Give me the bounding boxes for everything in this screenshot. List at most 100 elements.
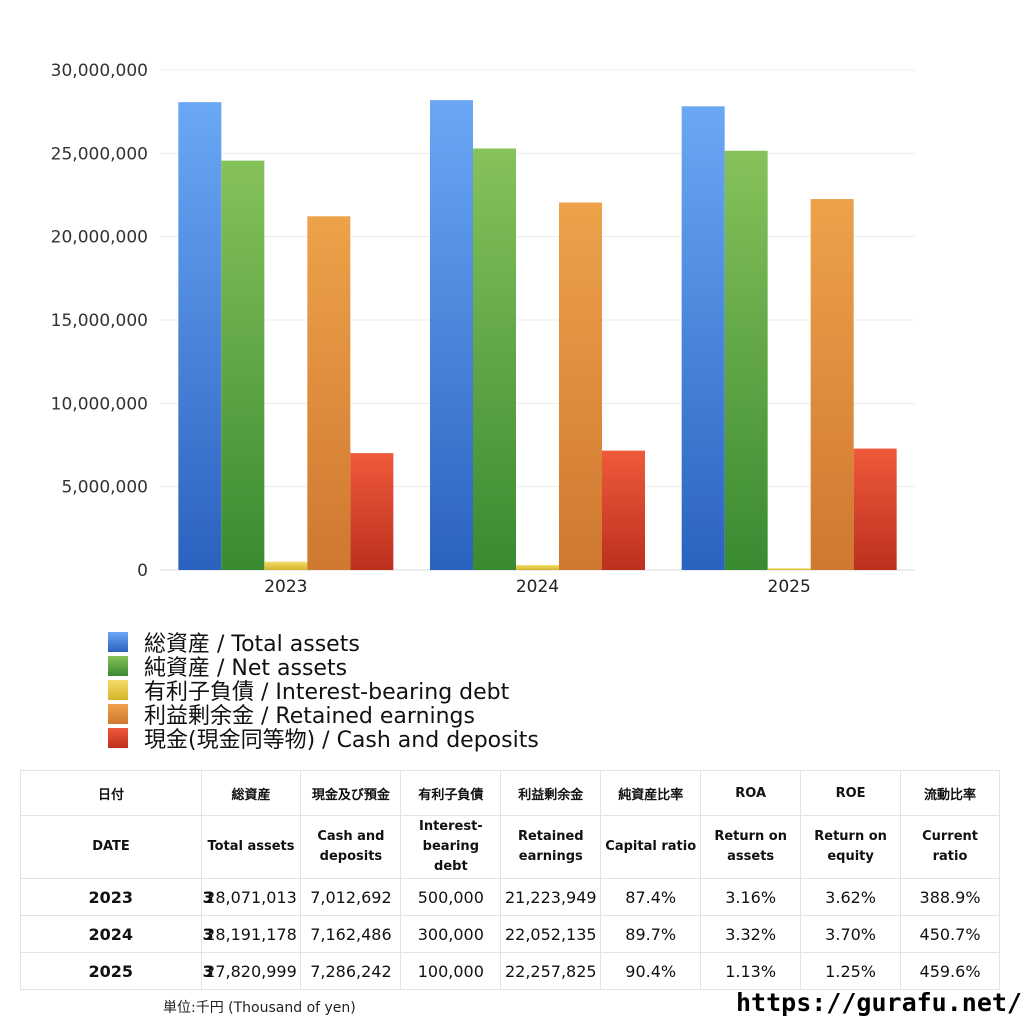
- table-cell: 459.6%: [900, 952, 1000, 990]
- table-cell: 22,052,135: [500, 915, 602, 953]
- header-line: Cash and: [317, 829, 385, 844]
- table-cell: 89.7%: [600, 915, 702, 953]
- table-header-cell: Cash and deposits: [300, 815, 402, 879]
- legend-swatch: [108, 656, 128, 676]
- y-tick-label: 30,000,000: [51, 61, 148, 81]
- table-cell: 388.9%: [900, 878, 1000, 916]
- table-row: 2025 3 27,820,999 7,286,242 100,000 22,257,82…: [20, 952, 1000, 990]
- header-line: Return on: [714, 829, 787, 844]
- table-cell: 7,286,242: [300, 952, 402, 990]
- bar: [221, 160, 265, 570]
- header-line: DATE: [92, 839, 130, 854]
- legend-swatch: [108, 632, 128, 652]
- table-cell: 1.13%: [700, 952, 802, 990]
- bar: [681, 106, 725, 570]
- table-header-cell: Retained earnings: [500, 815, 602, 879]
- legend-label: 純資産 / Net assets: [144, 656, 348, 681]
- legend-swatch: [108, 680, 128, 700]
- table-header-cell: 純資産比率: [600, 770, 702, 816]
- legend-label: 現金(現金同等物) / Cash and deposits: [144, 728, 539, 753]
- table-cell: 2025: [20, 952, 202, 990]
- table-header-row-en: DATE Total assets Cash and deposits Interest…: [20, 815, 1000, 879]
- header-line: debt: [434, 859, 468, 874]
- x-axis-categories: 2023 2024 2025: [264, 577, 811, 597]
- table-header-cell: Current ratio: [900, 815, 1000, 879]
- table-cell: 21,223,949: [500, 878, 602, 916]
- legend-swatch: [108, 704, 128, 724]
- legend-label: 有利子負債 / Interest-bearing debt: [144, 680, 510, 705]
- table-cell: 90.4%: [600, 952, 702, 990]
- bar: [307, 216, 351, 570]
- bar-chart: 0 5,000,000 10,000,000 15,000,000 20,000,000…: [51, 61, 915, 597]
- table-cell: 300,000: [400, 915, 502, 953]
- unit-note: 単位:千円 (Thousand of yen): [163, 1000, 356, 1016]
- table-cell: 3.70%: [800, 915, 902, 953]
- table-header-cell: Capital ratio: [600, 815, 702, 879]
- table-header-cell: Return on equity: [800, 815, 902, 879]
- bar: [473, 148, 516, 570]
- table-header-cell: Interest-bearing debt: [400, 815, 502, 879]
- y-tick-label: 15,000,000: [51, 311, 148, 331]
- legend-item: 純資産 / Net assets: [108, 654, 539, 681]
- y-tick-label: 20,000,000: [51, 228, 148, 248]
- header-line: bearing: [422, 839, 479, 854]
- bar: [767, 568, 811, 570]
- bar: [724, 150, 768, 570]
- y-tick-label: 10,000,000: [51, 394, 148, 414]
- x-category-label: 2024: [516, 577, 559, 597]
- table-cell: 28,071,013: [200, 878, 302, 916]
- y-axis-ticks: 0 5,000,000 10,000,000 15,000,000 20,000,000…: [51, 61, 148, 581]
- chart-legend: 総資産 / Total assets 純資産 / Net assets 有利子負債 …: [108, 630, 539, 753]
- x-category-label: 2023: [264, 577, 307, 597]
- header-line: Return on: [814, 829, 887, 844]
- table-cell: 100,000: [400, 952, 502, 990]
- legend-label: 利益剰余金 / Retained earnings: [144, 704, 475, 729]
- table-header-cell: ROE: [800, 770, 902, 816]
- financial-data-table: 日付 総資産 現金及び預金 有利子負債 利益剰余金 純資産比率 ROA ROE 流動比率 DATE…: [20, 770, 1000, 990]
- y-tick-label: 25,000,000: [51, 144, 148, 164]
- table-cell: 7,162,486: [300, 915, 402, 953]
- table-cell: 450.7%: [900, 915, 1000, 953]
- header-line: Current: [922, 829, 978, 844]
- table-cell: 1.25%: [800, 952, 902, 990]
- table-cell: 3.32%: [700, 915, 802, 953]
- bar: [853, 448, 897, 570]
- table-row: 2023 3 28,071,013 7,012,692 500,000 21,223,94…: [20, 878, 1000, 916]
- header-line: Capital ratio: [605, 839, 697, 854]
- table-row: 2024 3 28,191,178 7,162,486 300,000 22,052,13…: [20, 915, 1000, 953]
- header-line: Retained: [517, 829, 584, 844]
- header-line: earnings: [518, 849, 583, 864]
- legend-item: 総資産 / Total assets: [108, 630, 539, 657]
- bar: [178, 102, 222, 570]
- x-category-label: 2025: [768, 577, 811, 597]
- table-cell: 27,820,999: [200, 952, 302, 990]
- legend-item: 利益剰余金 / Retained earnings: [108, 702, 539, 729]
- table-cell: 500,000: [400, 878, 502, 916]
- bar: [602, 450, 645, 570]
- table-header-cell: Return on assets: [700, 815, 802, 879]
- header-line: Total assets: [207, 839, 295, 854]
- header-line: deposits: [319, 849, 383, 864]
- bars: [178, 100, 897, 570]
- table-cell: 3.16%: [700, 878, 802, 916]
- grid-lines: [160, 69, 915, 571]
- table-cell: 22,257,825: [500, 952, 602, 990]
- table-cell: 3.62%: [800, 878, 902, 916]
- legend-item: 有利子負債 / Interest-bearing debt: [108, 678, 539, 705]
- table-header-cell: ROA: [700, 770, 802, 816]
- table-cell: 7,012,692: [300, 878, 402, 916]
- bar: [350, 453, 394, 570]
- header-line: equity: [827, 849, 874, 864]
- table-header-cell: DATE: [20, 815, 201, 879]
- header-line: Interest-: [418, 819, 483, 834]
- bar: [430, 100, 473, 570]
- legend-item: 現金(現金同等物) / Cash and deposits: [108, 726, 539, 753]
- legend-label: 総資産 / Total assets: [144, 632, 360, 657]
- bar: [516, 565, 559, 570]
- legend-swatch: [108, 728, 128, 748]
- table-cell: 2024: [20, 915, 202, 953]
- site-url[interactable]: https://gurafu.net/: [736, 988, 1022, 1017]
- table-cell: 28,191,178: [200, 915, 302, 953]
- table-header-cell: Total assets: [200, 815, 302, 879]
- table-header-cell: 日付: [20, 770, 201, 816]
